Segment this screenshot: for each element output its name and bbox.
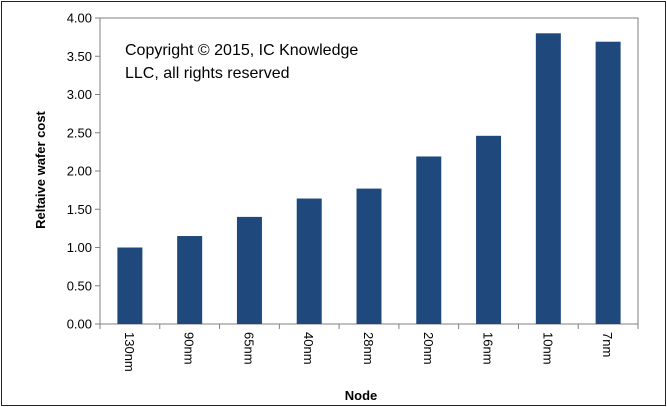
bar-90nm (177, 236, 203, 324)
bar-7nm (595, 41, 621, 325)
x-tick-label-7nm: 7nm (600, 332, 615, 357)
y-tick-label: 0.00 (67, 317, 92, 332)
bar-20nm (416, 156, 442, 324)
x-axis-ticks: 130nm 90nm 65nm 40nm 28nm 20nm 16nm 10nm 7nm (99, 324, 639, 372)
copyright-annotation-line-1: Copyright © 2015, IC Knowledge (125, 42, 358, 59)
x-tick-label-16nm: 16nm (481, 332, 496, 365)
y-tick-label: 3.00 (67, 87, 92, 102)
bars-group (117, 33, 621, 325)
bar-40nm (296, 198, 322, 324)
x-axis-title: Node (345, 388, 378, 403)
x-tick-label-130nm: 130nm (122, 332, 137, 372)
bar-65nm (236, 216, 262, 324)
y-tick-label: 4.00 (67, 11, 92, 26)
y-tick-label: 3.50 (67, 49, 92, 64)
bar-130nm (117, 247, 143, 324)
x-tick-label-40nm: 40nm (301, 332, 316, 365)
y-axis-title: Reltaive wafer cost (33, 110, 48, 228)
x-tick-label-28nm: 28nm (361, 332, 376, 365)
copyright-annotation-line-2: LLC, all rights reserved (125, 65, 290, 82)
y-tick-label: 2.50 (67, 125, 92, 140)
x-tick-label-20nm: 20nm (421, 332, 436, 365)
y-tick-label: 0.50 (67, 278, 92, 293)
x-tick-label-10nm: 10nm (540, 332, 555, 365)
y-tick-label: 1.00 (67, 240, 92, 255)
y-tick-label: 1.50 (67, 202, 92, 217)
bar-10nm (535, 33, 561, 325)
x-tick-label-65nm: 65nm (241, 332, 256, 365)
bar-28nm (356, 188, 382, 324)
bar-16nm (476, 135, 502, 324)
y-axis-ticks: 0.00 0.50 1.00 1.50 2.00 2.50 3.00 3.50 4.00 (67, 11, 100, 332)
y-tick-label: 2.00 (67, 164, 92, 179)
x-tick-label-90nm: 90nm (182, 332, 197, 365)
